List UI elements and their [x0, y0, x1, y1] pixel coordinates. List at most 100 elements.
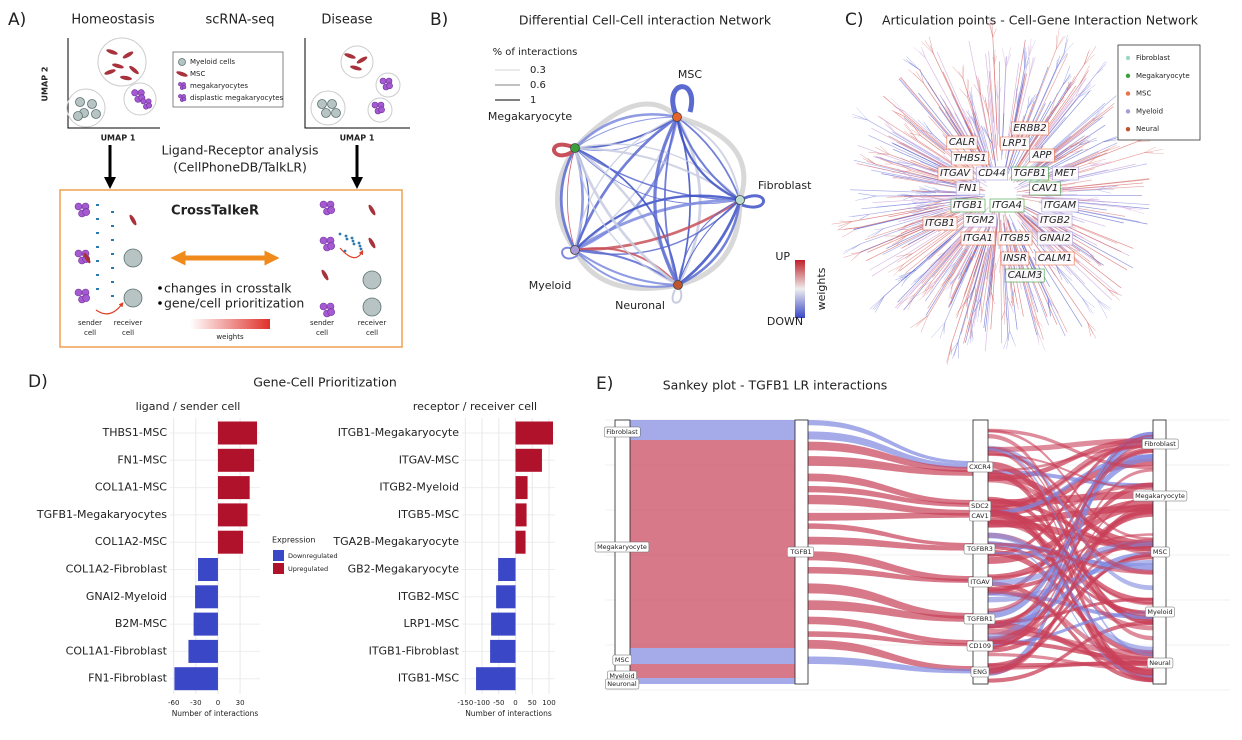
network-edge: [971, 329, 974, 339]
network-edge: [969, 312, 977, 334]
network-edge: [988, 114, 997, 166]
network-edge: [1033, 315, 1044, 328]
legend-dot: [1125, 109, 1131, 114]
network-edge: [867, 119, 952, 168]
network-edge: [675, 116, 741, 202]
cell-caption: cell: [366, 329, 378, 337]
megakaryocyte-icon: [74, 249, 83, 258]
network-edge: [948, 243, 978, 308]
gene-label-box: [951, 151, 989, 166]
network-edge: [868, 135, 940, 168]
network-edge: [574, 116, 678, 149]
msc-icon: [106, 49, 118, 55]
network-edge: [988, 266, 995, 279]
cluster-ring: [97, 37, 147, 87]
network-edge: [1081, 297, 1095, 308]
y-tick-label: TGFB1-Megakaryocytes: [36, 508, 167, 521]
node-label: TGFB1: [789, 548, 811, 556]
node-label: Megakaryocyte: [1135, 492, 1185, 500]
gene-label-box: [1035, 251, 1075, 266]
gene-label-box: [989, 198, 1025, 213]
network-edge: [959, 271, 963, 284]
network-edge: [852, 113, 869, 121]
node-label: ENG: [973, 668, 987, 676]
network-edge: [1062, 178, 1150, 189]
msc-icon: [344, 53, 356, 59]
heading: Homeostasis: [71, 13, 155, 28]
y-tick-label: ITGAV-MSC: [399, 453, 460, 466]
legend-label: 0.6: [530, 80, 546, 91]
network-edge: [574, 199, 741, 256]
network-edge: [907, 294, 916, 311]
network-edge: [990, 291, 994, 300]
network-edge: [1079, 65, 1090, 85]
msc-icon: [176, 71, 188, 77]
gene-label-box: [1029, 148, 1055, 163]
network-edge: [969, 92, 973, 107]
cell-caption: receiver: [358, 319, 387, 327]
legend-swatch: [273, 550, 284, 561]
network-edge: [1056, 265, 1063, 280]
msc-icon: [129, 65, 139, 75]
msc-icon: [321, 269, 329, 281]
subheading: Ligand-Receptor analysis: [162, 143, 319, 158]
network-edge: [962, 91, 968, 98]
network-edge: [919, 68, 924, 84]
network-edge: [871, 127, 961, 175]
network-edge: [1097, 189, 1111, 194]
axis-title: UMAP 2: [41, 67, 50, 102]
network-edge: [1020, 174, 1055, 188]
network-edge: [1144, 151, 1154, 153]
sankey-flow: [808, 512, 973, 521]
gene-label-box: [1037, 213, 1073, 228]
node-label-box: [963, 613, 996, 625]
sankey-flow: [988, 519, 1153, 617]
sankey-flow: [988, 445, 1153, 591]
network-edge: [1033, 315, 1039, 326]
node-label: MSC: [615, 656, 630, 664]
network-edge: [894, 229, 908, 239]
colorbar-label: DOWN: [767, 315, 803, 328]
network-edge: [1144, 152, 1164, 155]
network-edge: [910, 315, 929, 329]
network-edge: [1028, 39, 1036, 57]
network-edge: [1009, 39, 1026, 137]
sankey-flow: [988, 660, 1153, 670]
network-edge: [1107, 289, 1120, 301]
gene-label-box: [937, 166, 974, 181]
network-edge: [573, 115, 678, 251]
network-edge: [874, 228, 884, 231]
signal-icon: [351, 239, 355, 243]
network-edge: [919, 69, 965, 140]
network-edge: [1090, 161, 1112, 166]
network-edge: [952, 66, 964, 79]
legend-label: 0.3: [530, 65, 546, 76]
network-edge: [1029, 52, 1065, 130]
network-edge: [929, 280, 937, 294]
network-edge: [874, 147, 890, 155]
gene-label-box: [1011, 121, 1049, 136]
gene-label-box: [1011, 166, 1049, 181]
y-tick-label: ITGB1-Fibroblast: [369, 644, 460, 657]
network-edge: [919, 285, 935, 301]
sankey-flow: [988, 587, 1153, 663]
network-edge: [890, 98, 905, 112]
node-label-box: [969, 510, 991, 522]
network-edge: [911, 177, 939, 184]
self-loop: [670, 84, 695, 119]
network-edge: [1102, 139, 1121, 143]
gene-label-box: [997, 231, 1033, 246]
bar: [217, 530, 244, 554]
panel-title: Articulation points - Cell-Gene Interact…: [882, 13, 1199, 28]
network-edge: [906, 56, 920, 70]
megakaryocyte-icon: [140, 98, 147, 105]
sankey-flow: [988, 620, 1153, 683]
network-edge: [1027, 93, 1036, 109]
network-edge: [924, 40, 934, 54]
x-tick-label: 50: [528, 699, 537, 707]
legend-label: displastic megakaryocytes: [190, 94, 284, 102]
y-tick-label: FN1-MSC: [117, 453, 167, 466]
network-node: [735, 195, 745, 205]
network-edge: [889, 153, 936, 172]
